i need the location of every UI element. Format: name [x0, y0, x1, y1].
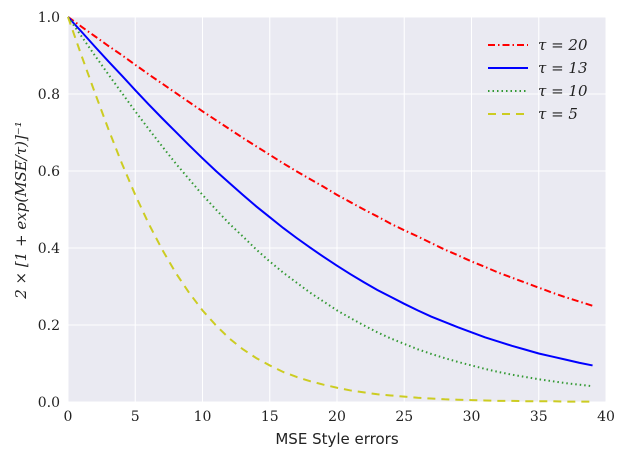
- x-axis-label: MSE Style errors: [275, 430, 398, 448]
- x-tick-label: 30: [463, 409, 481, 425]
- legend: τ = 20 τ = 13 τ = 10 τ = 5: [488, 36, 588, 123]
- x-tick-label: 10: [194, 409, 212, 425]
- y-tick-label: 0.8: [38, 87, 60, 103]
- series-line-3: [67, 16, 593, 388]
- y-tick-label: 0.4: [38, 241, 60, 257]
- y-tick-label: 0.6: [38, 164, 60, 180]
- x-tick-label: 20: [328, 409, 346, 425]
- legend-label: τ = 20: [538, 36, 588, 54]
- x-tick-label: 0: [64, 409, 73, 425]
- x-tick-label: 40: [597, 409, 615, 425]
- x-tick-label: 25: [395, 409, 413, 425]
- series-lines: [67, 16, 593, 403]
- y-tick-label: 0.0: [38, 395, 60, 411]
- y-tick-labels: 0.0 0.2 0.4 0.6 0.8 1.0: [38, 10, 60, 411]
- y-tick-label: 1.0: [38, 10, 60, 26]
- legend-label: τ = 13: [538, 59, 588, 77]
- x-tick-label: 35: [530, 409, 548, 425]
- y-axis-label: 2 × [1 + exp(MSE/τ)]⁻¹: [12, 121, 30, 300]
- grid-lines: [67, 16, 607, 403]
- series-line-4: [67, 16, 593, 403]
- series-line-2: [67, 16, 593, 367]
- legend-label: τ = 10: [538, 82, 588, 100]
- y-tick-label: 0.2: [38, 318, 60, 334]
- x-tick-label: 15: [261, 409, 279, 425]
- x-tick-labels: 0 5 10 15 20 25 30 35 40: [64, 409, 615, 425]
- legend-label: τ = 5: [538, 105, 578, 123]
- series-line-1: [67, 16, 593, 307]
- x-tick-label: 5: [131, 409, 140, 425]
